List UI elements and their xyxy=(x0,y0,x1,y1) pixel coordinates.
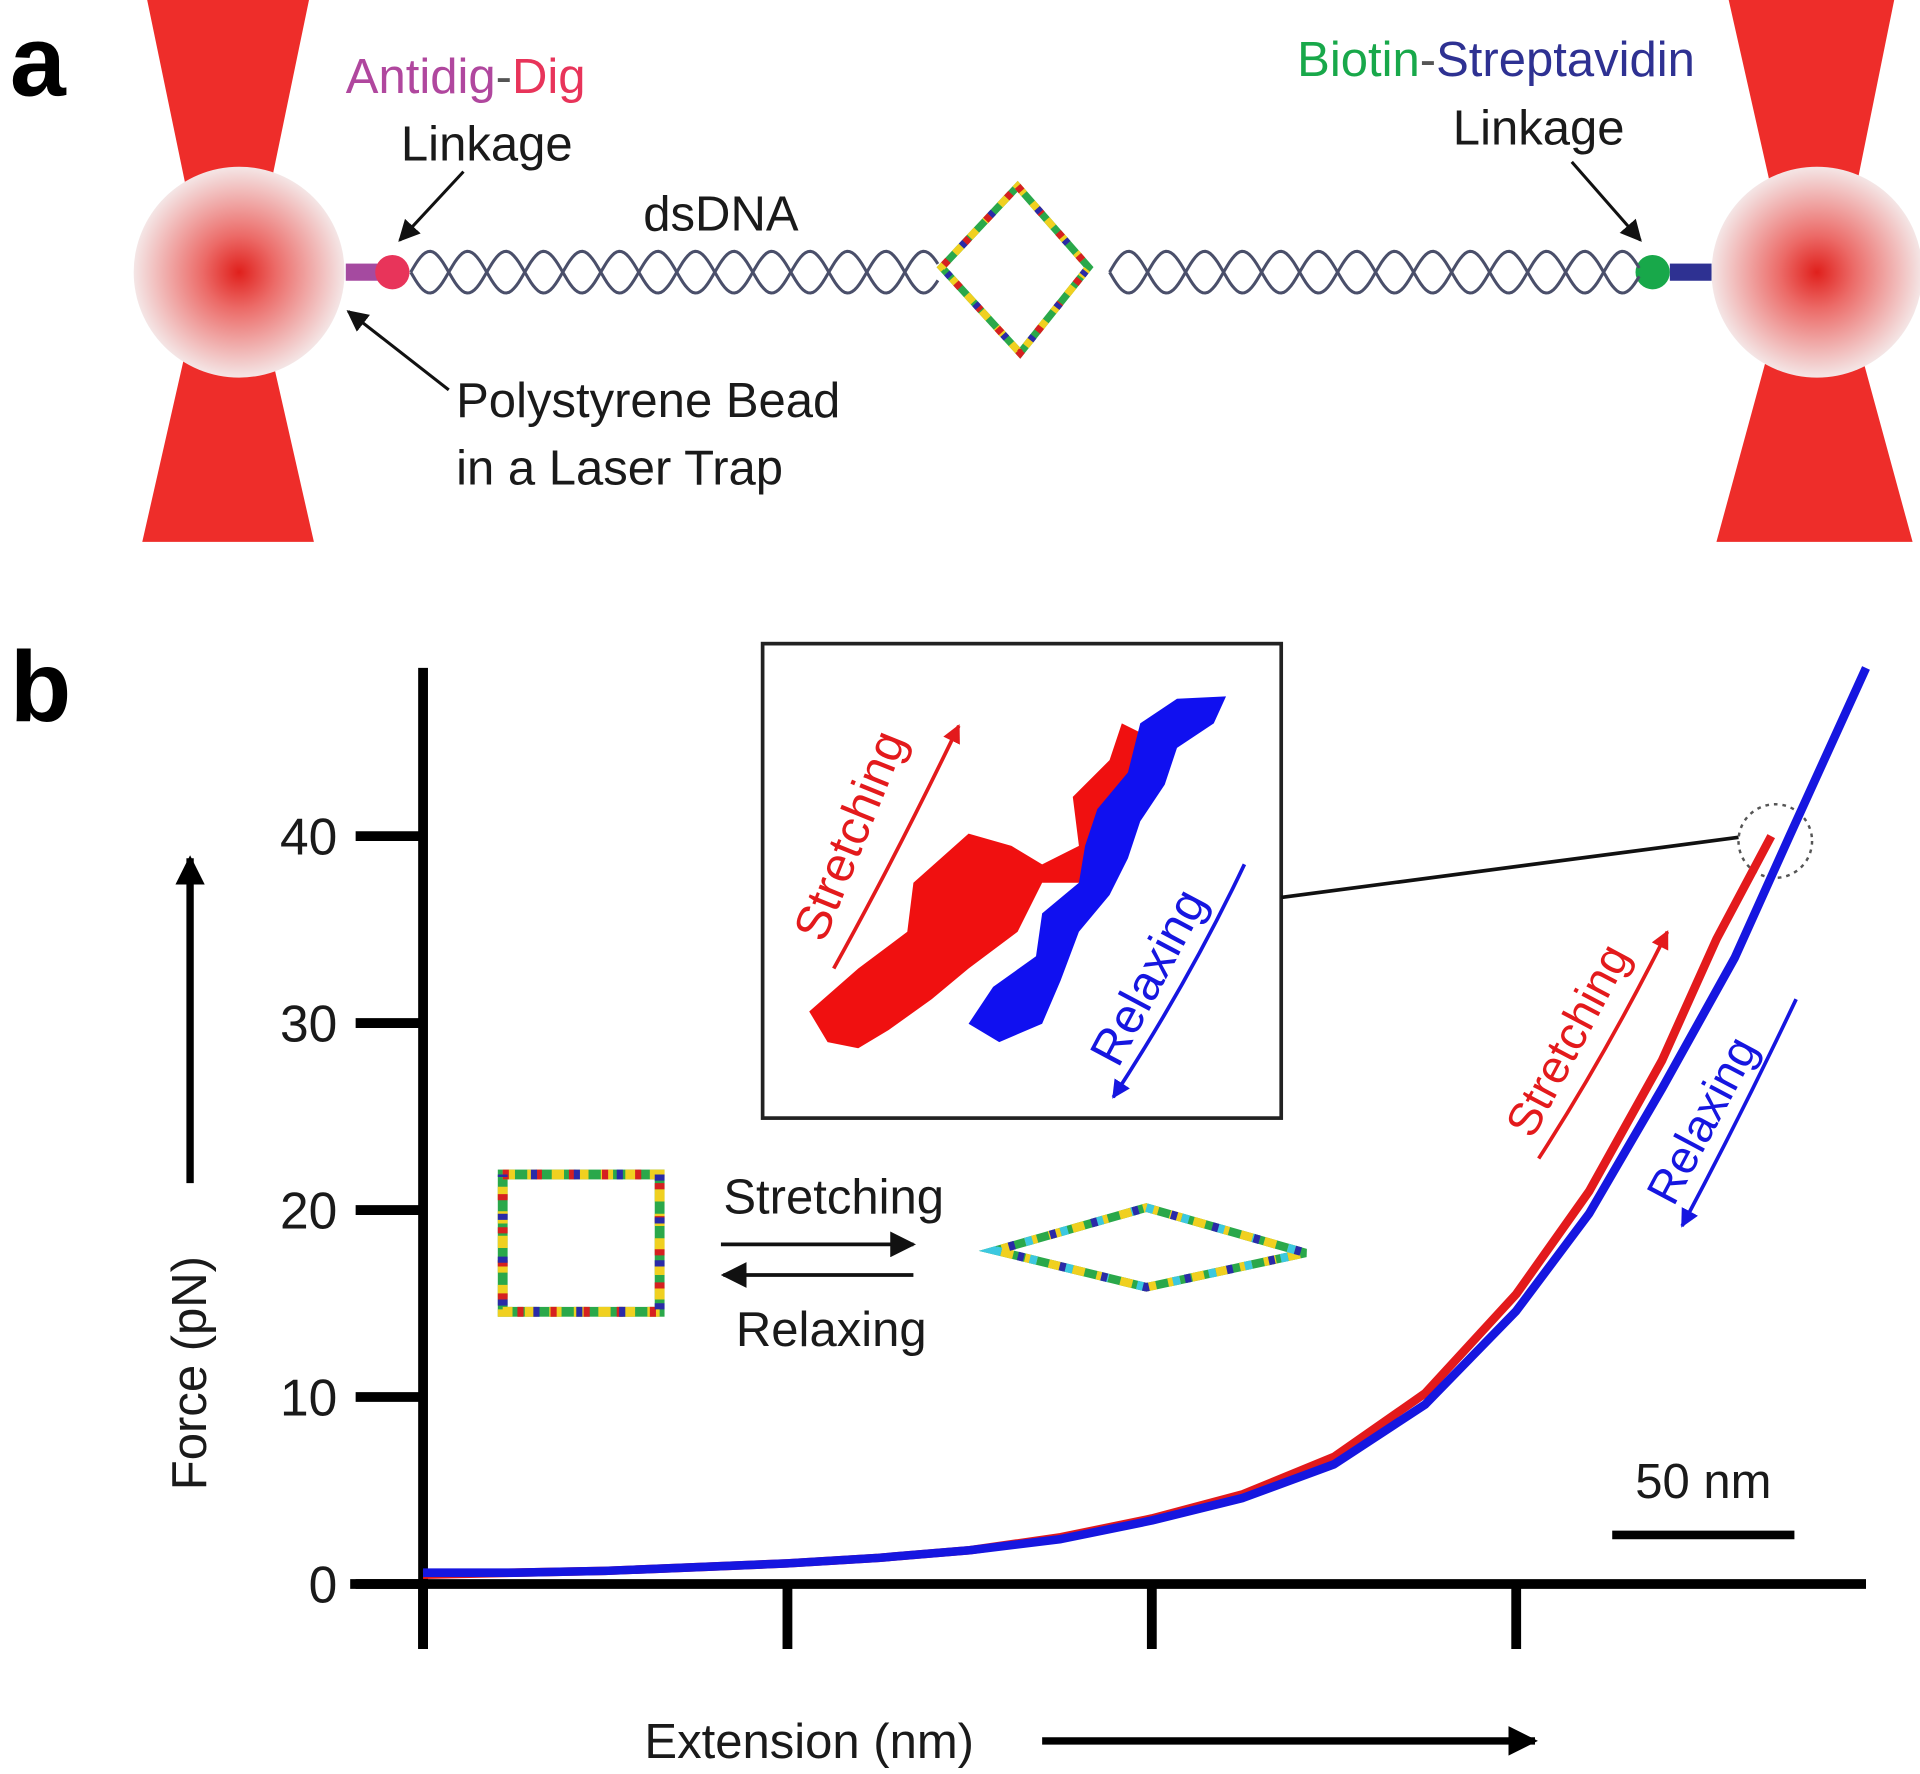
y-tick-label: 20 xyxy=(280,1181,337,1239)
inset-arrow xyxy=(1111,863,1247,1099)
axes: 0 10 20 30 40 50 nm xyxy=(280,667,1867,1649)
force-curve xyxy=(423,666,1870,1577)
helix-strand xyxy=(409,249,940,295)
dna-label: dsDNA xyxy=(643,187,799,241)
linkage-label: Linkage xyxy=(1453,102,1625,156)
origami-square xyxy=(497,1169,665,1317)
y-tick-label: 10 xyxy=(280,1368,337,1426)
series-arrow xyxy=(1680,998,1798,1228)
inset-trace xyxy=(809,723,1147,1049)
helix-strand xyxy=(1108,249,1641,295)
linkage-label: Antidig-Dig xyxy=(346,50,586,104)
linker xyxy=(1669,263,1712,281)
streptavidin: Streptavidin xyxy=(1436,33,1695,87)
transition-label: Stretching xyxy=(723,1171,944,1225)
linker xyxy=(345,263,381,281)
y-tick-label: 40 xyxy=(280,808,337,866)
dig: Dig xyxy=(512,50,586,104)
y-tick-label: 0 xyxy=(309,1555,338,1613)
linkage-label: Biotin-Streptavidin xyxy=(1297,33,1695,87)
pointer-arrow xyxy=(398,170,465,242)
y-axis-label: Force (pN) xyxy=(163,1256,217,1490)
bead-label: in a Laser Trap xyxy=(456,441,783,495)
separator: - xyxy=(1420,33,1436,87)
linkage-label: Linkage xyxy=(401,118,573,172)
helix-strand xyxy=(1108,249,1641,295)
inset-arrow xyxy=(832,724,961,970)
biotin-bead xyxy=(1635,255,1670,290)
panel-label: b xyxy=(10,631,71,743)
laser-left xyxy=(133,0,345,542)
panel-label: a xyxy=(10,6,67,118)
separator: - xyxy=(496,50,512,104)
biotin: Biotin xyxy=(1297,33,1420,87)
laser-right xyxy=(1711,0,1920,542)
inset-trace xyxy=(968,696,1227,1043)
origami-diamond xyxy=(978,1203,1307,1292)
dsdna xyxy=(409,249,1641,295)
origami-diamond xyxy=(936,180,1094,359)
scale-bar-label: 50 nm xyxy=(1635,1455,1771,1509)
dig-bead xyxy=(375,255,410,290)
y-tick-label: 30 xyxy=(280,994,337,1052)
zoom-line xyxy=(1280,835,1739,900)
series-arrow xyxy=(1537,930,1670,1160)
helix-strand xyxy=(409,249,940,295)
pointer-arrow xyxy=(1570,160,1642,242)
zoom-circle xyxy=(1737,803,1814,880)
pointer-arrow xyxy=(346,310,450,392)
x-axis-label: Extension (nm) xyxy=(644,1715,974,1769)
antidig: Antidig xyxy=(346,50,496,104)
transition-label: Relaxing xyxy=(736,1303,927,1357)
bead-label: Polystyrene Bead xyxy=(456,374,840,428)
